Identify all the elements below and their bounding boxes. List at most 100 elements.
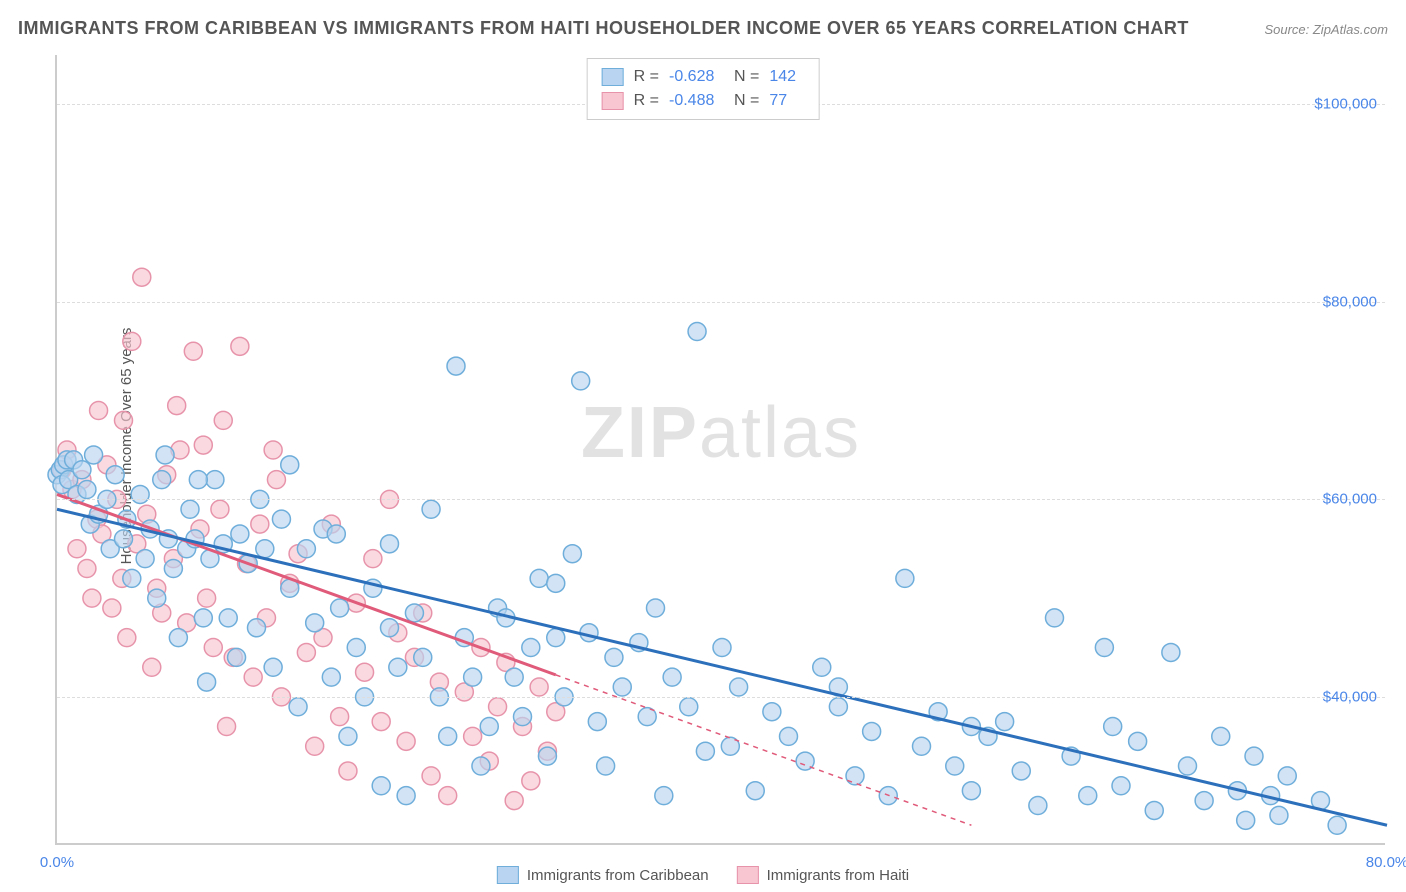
data-point — [489, 698, 507, 716]
data-point — [264, 658, 282, 676]
data-point — [214, 411, 232, 429]
data-point — [90, 402, 108, 420]
data-point — [605, 648, 623, 666]
data-point — [1245, 747, 1263, 765]
data-point — [118, 629, 136, 647]
data-point — [863, 722, 881, 740]
data-point — [306, 737, 324, 755]
regression-line — [57, 509, 1387, 825]
data-point — [153, 471, 171, 489]
legend: Immigrants from Caribbean Immigrants from… — [497, 866, 909, 884]
source-attribution: Source: ZipAtlas.com — [1264, 22, 1388, 37]
data-point — [522, 639, 540, 657]
data-point — [663, 668, 681, 686]
data-point — [133, 268, 151, 286]
data-point — [1029, 797, 1047, 815]
data-point — [73, 461, 91, 479]
data-point — [194, 436, 212, 454]
data-point — [422, 767, 440, 785]
data-point — [256, 540, 274, 558]
data-point — [538, 747, 556, 765]
data-point — [372, 777, 390, 795]
gridline — [57, 499, 1385, 500]
gridline — [57, 697, 1385, 698]
data-point — [204, 639, 222, 657]
data-point — [480, 718, 498, 736]
data-point — [572, 372, 590, 390]
y-tick-label: $60,000 — [1323, 491, 1377, 508]
data-point — [597, 757, 615, 775]
data-point — [547, 574, 565, 592]
data-point — [115, 530, 133, 548]
data-point — [389, 658, 407, 676]
data-point — [1162, 643, 1180, 661]
legend-item: Immigrants from Haiti — [737, 866, 910, 884]
data-point — [896, 569, 914, 587]
data-point — [688, 323, 706, 341]
data-point — [78, 481, 96, 499]
data-point — [83, 589, 101, 607]
data-point — [613, 678, 631, 696]
data-point — [148, 589, 166, 607]
n-value: 142 — [769, 65, 804, 89]
plot-svg — [57, 55, 1385, 843]
data-point — [264, 441, 282, 459]
data-point — [143, 658, 161, 676]
data-point — [397, 787, 415, 805]
data-point — [713, 639, 731, 657]
x-tick-label: 0.0% — [40, 854, 74, 871]
data-point — [422, 500, 440, 518]
data-point — [1278, 767, 1296, 785]
data-point — [306, 614, 324, 632]
data-point — [547, 629, 565, 647]
data-point — [211, 500, 229, 518]
data-point — [763, 703, 781, 721]
data-point — [1270, 806, 1288, 824]
r-label: R = — [634, 89, 659, 113]
data-point — [439, 787, 457, 805]
r-value: -0.488 — [669, 89, 724, 113]
data-point — [231, 525, 249, 543]
data-point — [267, 471, 285, 489]
data-point — [169, 629, 187, 647]
data-point — [381, 619, 399, 637]
r-label: R = — [634, 65, 659, 89]
data-point — [1046, 609, 1064, 627]
data-point — [218, 718, 236, 736]
data-point — [464, 727, 482, 745]
data-point — [198, 589, 216, 607]
data-point — [381, 535, 399, 553]
data-point — [248, 619, 266, 637]
data-point — [946, 757, 964, 775]
data-point — [364, 550, 382, 568]
data-point — [813, 658, 831, 676]
data-point — [588, 713, 606, 731]
data-point — [327, 525, 345, 543]
data-point — [231, 337, 249, 355]
data-point — [1012, 762, 1030, 780]
data-point — [156, 446, 174, 464]
data-point — [164, 560, 182, 578]
data-point — [464, 668, 482, 686]
n-value: 77 — [769, 89, 804, 113]
n-label: N = — [734, 65, 759, 89]
data-point — [1212, 727, 1230, 745]
data-point — [472, 757, 490, 775]
data-point — [331, 599, 349, 617]
stats-row: R =-0.628N =142 — [602, 65, 805, 89]
correlation-stats-box: R =-0.628N =142R =-0.488N =77 — [587, 58, 820, 120]
data-point — [505, 792, 523, 810]
data-point — [78, 560, 96, 578]
data-point — [244, 668, 262, 686]
data-point — [281, 456, 299, 474]
y-tick-label: $40,000 — [1323, 688, 1377, 705]
legend-label: Immigrants from Caribbean — [527, 867, 709, 884]
data-point — [251, 515, 269, 533]
data-point — [846, 767, 864, 785]
stats-row: R = -0.488 N = 77 — [602, 89, 805, 113]
data-point — [1129, 732, 1147, 750]
data-point — [1095, 639, 1113, 657]
data-point — [297, 540, 315, 558]
n-label: N = — [734, 89, 759, 113]
data-point — [414, 648, 432, 666]
